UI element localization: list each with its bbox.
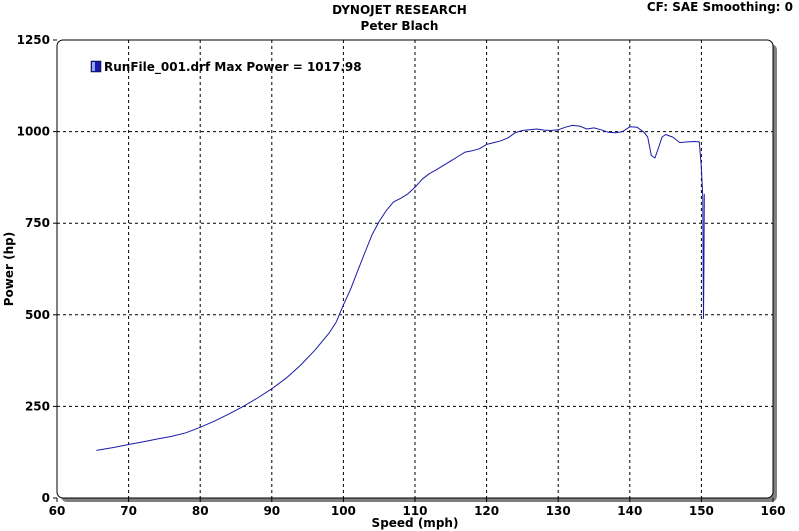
x-tick-label: 150	[689, 504, 714, 518]
y-axis-label: Power (hp)	[2, 232, 16, 306]
chart-subtitle: Peter Blach	[360, 19, 439, 33]
chart-title: DYNOJET RESEARCH	[332, 3, 467, 17]
x-axis-label: Speed (mph)	[372, 516, 459, 530]
y-tick-label: 250	[25, 399, 50, 413]
x-tick-label: 160	[760, 504, 785, 518]
correction-factor-info: CF: SAE Smoothing: 0	[646, 0, 793, 14]
x-tick-label: 70	[120, 504, 137, 518]
y-tick-labels: 0 250 500 750 1000 1250	[17, 33, 50, 505]
x-tick-label: 130	[546, 504, 571, 518]
y-tick-label: 1250	[17, 33, 50, 47]
x-tick-label: 120	[474, 504, 499, 518]
x-tick-label: 60	[49, 504, 66, 518]
y-tick-label: 750	[25, 216, 50, 230]
x-tick-label: 110	[402, 504, 427, 518]
series-group	[96, 124, 705, 451]
x-tick-label: 100	[331, 504, 356, 518]
legend[interactable]: RunFile_001.drf Max Power = 1017.98	[90, 60, 362, 75]
x-tick-label: 90	[263, 504, 280, 518]
series-line-0	[96, 124, 705, 451]
legend-swatch-highlight	[92, 62, 95, 71]
legend-swatch	[90, 60, 102, 73]
x-tick-label: 80	[192, 504, 209, 518]
x-tick-labels: 60 70 80 90 100 110 120 130 140 150 160	[49, 504, 786, 518]
x-tick-label: 140	[617, 504, 642, 518]
legend-entry: RunFile_001.drf Max Power = 1017.98	[104, 60, 362, 75]
grid-lines	[53, 39, 774, 502]
y-tick-label: 500	[25, 308, 50, 322]
y-tick-label: 0	[42, 491, 50, 505]
y-tick-label: 1000	[17, 125, 50, 139]
